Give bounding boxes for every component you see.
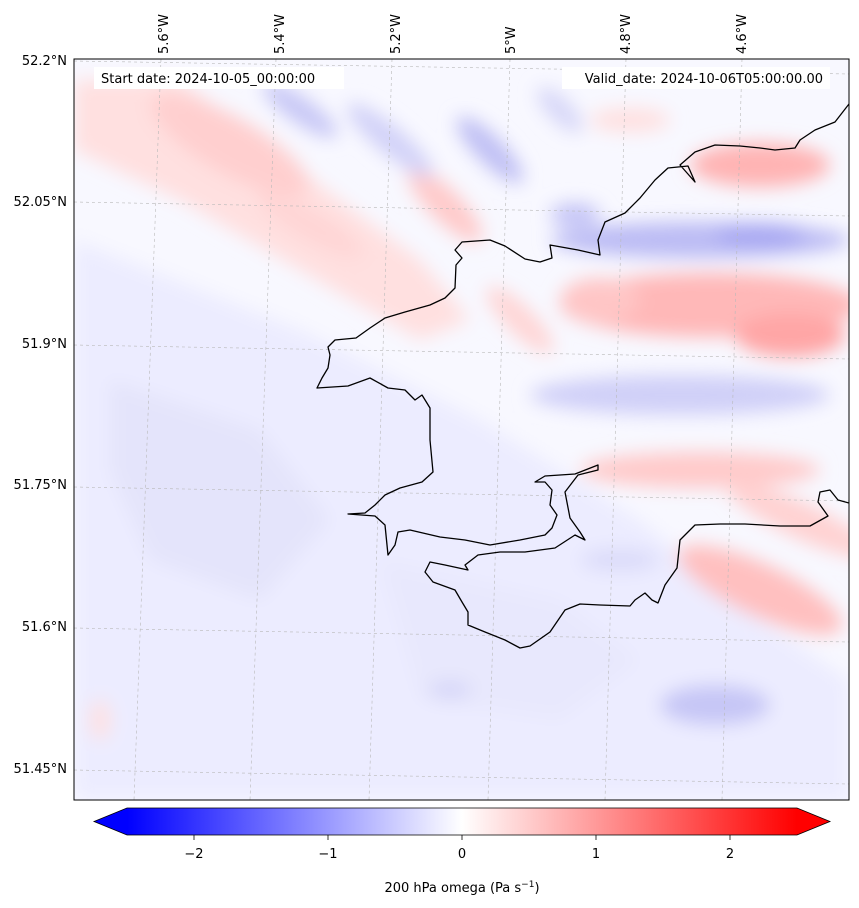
coastline [316, 103, 849, 649]
lat-label: 51.45°N [14, 762, 67, 777]
lon-label: 5°W [504, 26, 519, 54]
valid-date-banner: Valid_date: 2024-10-06T05:00:00.00 [562, 67, 830, 89]
lat-label: 51.6°N [22, 620, 67, 635]
start-date-banner: Start date: 2024-10-05_00:00:00 [94, 67, 344, 89]
colorbar: −2 −1 0 1 2 200 hPa omega (Pa s−1) [92, 807, 832, 896]
colorbar-ticks: −2 −1 0 1 2 [184, 835, 734, 862]
latitude-labels: 52.2°N 52.05°N 51.9°N 51.75°N 51.6°N 51.… [14, 54, 67, 777]
valid-date-text: Valid_date: 2024-10-06T05:00:00.00 [585, 72, 823, 87]
colorbar-high-extension [797, 808, 830, 835]
lon-label: 4.6°W [735, 14, 750, 54]
lon-label: 5.2°W [389, 14, 404, 54]
longitude-labels: 5.6°W 5.4°W 5.2°W 5°W 4.8°W 4.6°W [157, 14, 750, 54]
lat-label: 51.9°N [22, 337, 67, 352]
lon-label: 5.6°W [157, 14, 172, 54]
colorbar-gradient [127, 808, 797, 835]
colorbar-outline [92, 807, 832, 836]
colorbar-tick-label: −2 [184, 847, 203, 862]
lon-label: 4.8°W [619, 14, 634, 54]
omega-field [74, 80, 849, 800]
lat-label: 52.05°N [14, 195, 67, 210]
lon-label: 5.4°W [273, 14, 288, 54]
lat-label: 51.75°N [14, 478, 67, 493]
colorbar-label: 200 hPa omega (Pa s−1) [384, 880, 539, 896]
colorbar-low-extension [94, 808, 127, 835]
colorbar-tick-label: −1 [318, 847, 337, 862]
start-date-text: Start date: 2024-10-05_00:00:00 [101, 72, 315, 87]
map-panel: Start date: 2024-10-05_00:00:00 Valid_da… [73, 58, 850, 801]
lat-label: 52.2°N [22, 54, 67, 69]
colorbar-tick-label: 1 [592, 847, 600, 862]
map-border [73, 58, 850, 801]
colorbar-tick-label: 2 [726, 847, 734, 862]
colorbar-tick-label: 0 [458, 847, 466, 862]
